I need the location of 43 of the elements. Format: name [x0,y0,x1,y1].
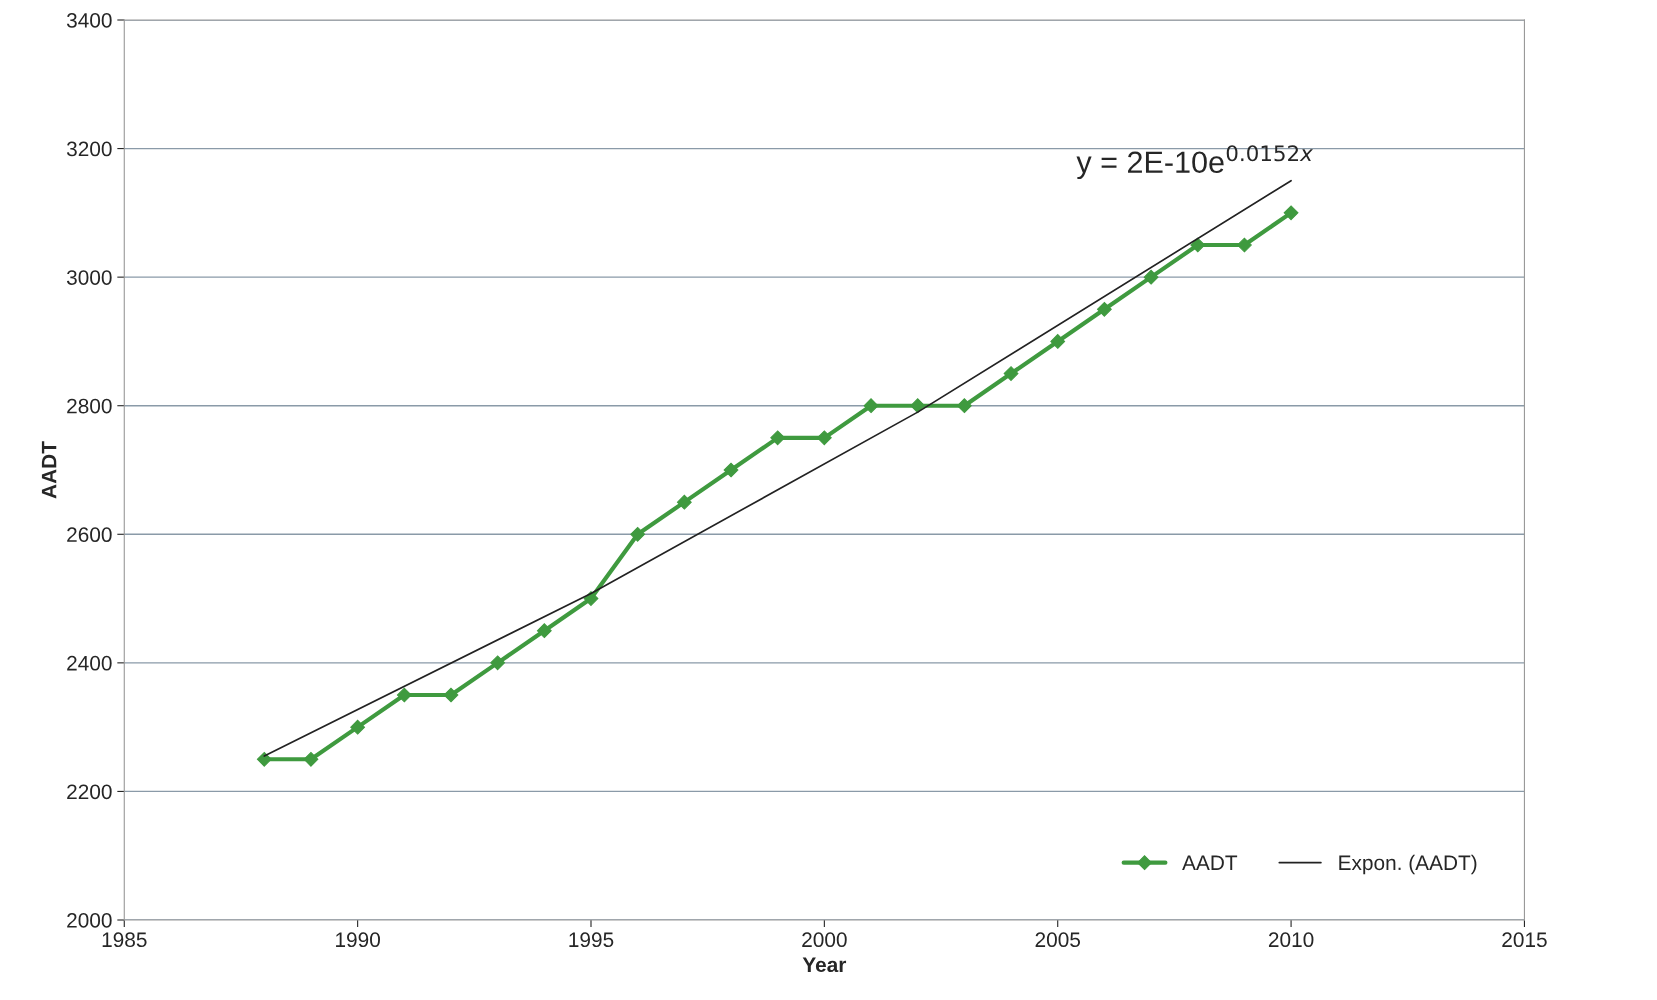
point [1050,334,1066,349]
y-axis-title: AADT [41,441,57,499]
point [816,430,832,446]
point [350,719,366,735]
point [1237,237,1252,253]
y-tick-label: 2200 [67,784,112,800]
point [723,462,739,478]
point [956,398,972,414]
point [1283,205,1299,221]
point [1003,366,1019,381]
point [1190,237,1206,253]
point [396,687,412,703]
point [770,430,786,446]
legend-label: Expon. (AADT) [1339,854,1477,875]
x-tick-label: 1985 [102,932,147,948]
point [676,494,692,510]
legend-label: AADT [1182,855,1238,870]
point [1143,269,1159,285]
x-axis-title: Year [802,957,847,973]
y-tick-label: 2800 [67,398,112,414]
y-tick-label: 3000 [66,270,112,285]
point [256,751,272,767]
x-tick-label: 1995 [569,932,614,948]
x-tick-label: 2000 [802,932,847,948]
x-tick-label: 2005 [1035,932,1081,948]
point [303,751,319,767]
point [910,398,926,414]
y-tick-label: 3200 [66,141,112,157]
point [490,655,506,671]
point [536,623,552,639]
y-tick-label: 2400 [67,655,112,671]
point [630,526,646,542]
y-tick-label: 3400 [66,13,112,28]
y-tick-label: 2600 [67,527,112,543]
x-tick-label: 2010 [1268,932,1314,948]
x-tick-label: 1990 [336,932,380,948]
y-tick-label: 2000 [67,913,112,928]
point [443,687,459,703]
point [1097,301,1112,317]
x-tick-label: 2015 [1502,932,1547,948]
point [583,591,599,606]
annotation: y = 2E-10e$^{0.0152x}$ [1076,145,1313,180]
point [863,398,879,414]
